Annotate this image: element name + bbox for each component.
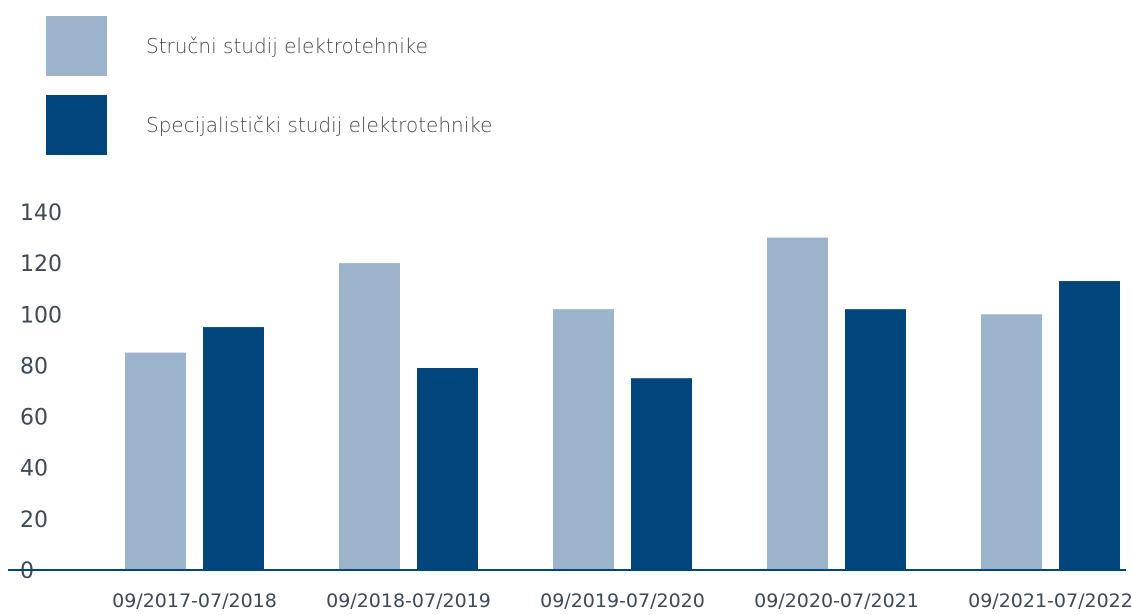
y-tick-label: 140 [20, 201, 62, 226]
x-tick-label: 09/2017-07/2018 [112, 590, 277, 612]
y-axis-ticks: 0 20 40 60 80 100 120 140 [20, 201, 62, 584]
bars-group [125, 237, 1120, 571]
y-tick-label: 80 [20, 354, 48, 379]
y-tick-label: 0 [20, 559, 34, 584]
x-tick-label: 09/2018-07/2019 [326, 590, 491, 612]
bar-specijalisticki-3 [845, 309, 906, 570]
y-tick-label: 40 [20, 457, 48, 482]
bar-strucni-1 [339, 263, 400, 570]
x-tick-label: 09/2019-07/2020 [540, 590, 705, 612]
bar-specijalisticki-4 [1059, 281, 1120, 570]
x-tick-label: 09/2021-07/2022 [968, 590, 1132, 612]
bar-specijalisticki-0 [203, 327, 264, 570]
bar-strucni-0 [125, 352, 186, 570]
bar-strucni-3 [767, 237, 828, 571]
bar-specijalisticki-2 [631, 378, 692, 570]
x-axis-ticks: 09/2017-07/2018 09/2018-07/2019 09/2019-07… [112, 590, 1132, 612]
y-tick-label: 60 [20, 406, 48, 431]
y-tick-label: 100 [20, 303, 62, 328]
legend-swatch-specijalisticki [46, 95, 107, 155]
bar-strucni-4 [981, 314, 1042, 570]
legend-label-specijalisticki: Specijalistički studij elektrotehnike [146, 113, 493, 137]
y-tick-label: 20 [20, 508, 48, 533]
x-tick-label: 09/2020-07/2021 [754, 590, 919, 612]
legend-label-strucni: Stručni studij elektrotehnike [146, 34, 428, 58]
y-tick-label: 120 [20, 252, 62, 277]
legend-swatch-strucni [46, 16, 107, 76]
bar-strucni-2 [553, 309, 614, 570]
legend-item-specijalisticki: Specijalistički studij elektrotehnike [46, 95, 492, 155]
bar-specijalisticki-1 [417, 367, 478, 570]
legend-item-strucni: Stručni studij elektrotehnike [46, 16, 428, 76]
